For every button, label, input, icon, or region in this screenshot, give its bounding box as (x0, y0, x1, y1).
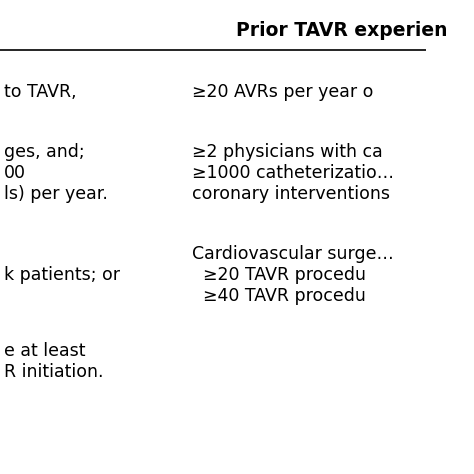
Text: ≥1000 catheterizatio…: ≥1000 catheterizatio… (191, 164, 394, 182)
Text: ≥20 AVRs per year o: ≥20 AVRs per year o (191, 83, 373, 101)
Text: ges, and;: ges, and; (4, 143, 85, 161)
Text: e at least: e at least (4, 342, 86, 360)
Text: ls) per year.: ls) per year. (4, 185, 108, 203)
Text: Prior TAVR experien: Prior TAVR experien (237, 21, 448, 40)
Text: ≥2 physicians with ca: ≥2 physicians with ca (191, 143, 383, 161)
Text: R initiation.: R initiation. (4, 363, 104, 381)
Text: ≥40 TAVR procedu: ≥40 TAVR procedu (191, 287, 365, 305)
Text: Cardiovascular surge…: Cardiovascular surge… (191, 245, 393, 263)
Text: ≥20 TAVR procedu: ≥20 TAVR procedu (191, 266, 365, 284)
Text: coronary interventions: coronary interventions (191, 185, 390, 203)
Text: 00: 00 (4, 164, 26, 182)
Text: to TAVR,: to TAVR, (4, 83, 77, 101)
Text: k patients; or: k patients; or (4, 266, 120, 284)
